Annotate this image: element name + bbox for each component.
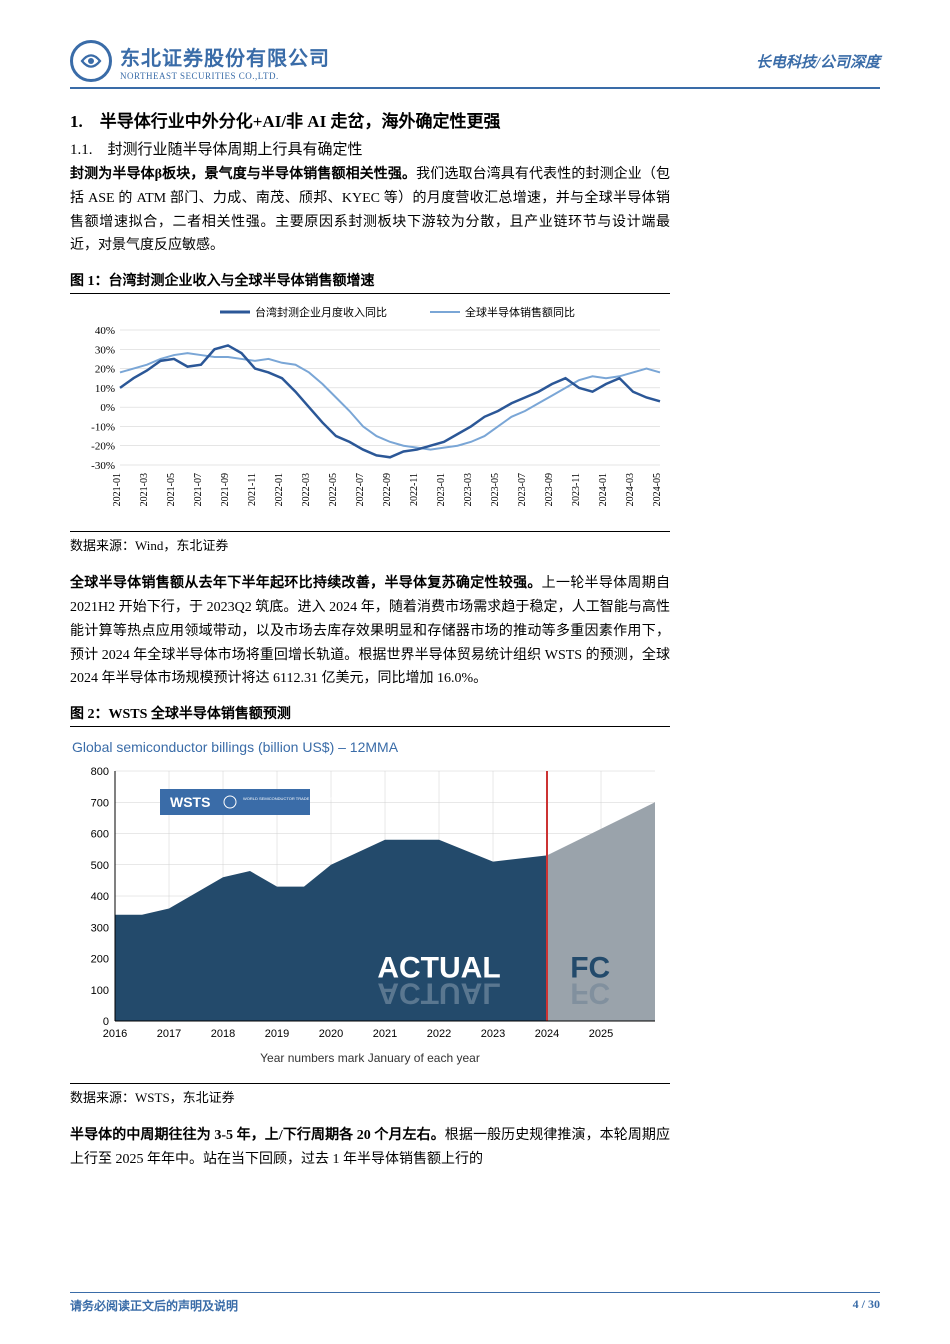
svg-text:2025: 2025 [589, 1028, 613, 1040]
subsection-title: 1.1. 封测行业随半导体周期上行具有确定性 [70, 138, 880, 159]
footer-page-number: 4 / 30 [853, 1297, 880, 1314]
svg-text:700: 700 [91, 797, 109, 809]
page-footer: 请务必阅读正文后的声明及说明 4 / 30 [70, 1292, 880, 1314]
svg-text:全球半导体销售额同比: 全球半导体销售额同比 [465, 305, 575, 319]
svg-text:2023-05: 2023-05 [490, 473, 501, 506]
svg-text:2022: 2022 [427, 1028, 451, 1040]
svg-text:2023-07: 2023-07 [517, 473, 528, 506]
para-1: 封测为半导体β板块，景气度与半导体销售额相关性强。我们选取台湾具有代表性的封测企… [70, 163, 670, 258]
svg-text:2023-09: 2023-09 [544, 473, 555, 506]
svg-text:2017: 2017 [157, 1028, 181, 1040]
svg-text:2024-01: 2024-01 [598, 473, 609, 506]
svg-text:2024-05: 2024-05 [652, 473, 663, 506]
svg-text:2022-11: 2022-11 [409, 473, 420, 506]
svg-text:800: 800 [91, 766, 109, 778]
svg-text:2022-05: 2022-05 [328, 473, 339, 506]
svg-text:-10%: -10% [91, 422, 115, 434]
header-doc-title: 长电科技/公司深度 [756, 51, 880, 72]
svg-text:ACTUAL: ACTUAL [377, 977, 500, 1010]
svg-text:2016: 2016 [103, 1028, 127, 1040]
svg-text:台湾封测企业月度收入同比: 台湾封测企业月度收入同比 [255, 305, 387, 319]
svg-text:-30%: -30% [91, 460, 115, 472]
svg-text:400: 400 [91, 891, 109, 903]
svg-text:2021-07: 2021-07 [193, 473, 204, 506]
svg-text:2021-11: 2021-11 [247, 473, 258, 506]
para-2-lead: 全球半导体销售额从去年下半年起环比持续改善，半导体复苏确定性较强。 [70, 576, 542, 591]
svg-text:2022-01: 2022-01 [274, 473, 285, 506]
svg-text:2021-01: 2021-01 [112, 473, 123, 506]
figure1-source: 数据来源：Wind，东北证券 [70, 531, 670, 554]
svg-text:2023-01: 2023-01 [436, 473, 447, 506]
section-title: 1. 半导体行业中外分化+AI/非 AI 走岔，海外确定性更强 [70, 107, 880, 132]
svg-text:WORLD SEMICONDUCTOR TRADE STAT: WORLD SEMICONDUCTOR TRADE STATISTICS [243, 796, 333, 801]
svg-text:2022-07: 2022-07 [355, 473, 366, 506]
svg-text:2021-09: 2021-09 [220, 473, 231, 506]
svg-text:200: 200 [91, 954, 109, 966]
logo-text-cn: 东北证券股份有限公司 [120, 42, 330, 71]
svg-text:20%: 20% [95, 364, 115, 376]
figure1-chart: 40% 30% 20% 10% 0% -10% -20% -30%2021-01 2021-03… [70, 300, 670, 525]
svg-text:2021-03: 2021-03 [139, 473, 150, 506]
figure2-chart: 800 700 600 500 400 300 200 100 02016 2017 2018 201… [70, 761, 670, 1051]
svg-text:2021-05: 2021-05 [166, 473, 177, 506]
figure2-block: Global semiconductor billings (billion U… [70, 733, 670, 1065]
para-3: 半导体的中周期往往为 3-5 年，上/下行周期各 20 个月左右。根据一般历史规… [70, 1124, 670, 1172]
svg-text:0%: 0% [100, 402, 115, 414]
svg-text:2023-03: 2023-03 [463, 473, 474, 506]
svg-text:-20%: -20% [91, 441, 115, 453]
svg-text:2022-03: 2022-03 [301, 473, 312, 506]
svg-text:WSTS: WSTS [170, 794, 210, 810]
page-header: 东北证券股份有限公司 NORTHEAST SECURITIES CO.,LTD.… [70, 40, 880, 89]
svg-text:2020: 2020 [319, 1028, 343, 1040]
para-2-rest: 上一轮半导体周期自 2021H2 开始下行，于 2023Q2 筑底。进入 202… [70, 576, 670, 686]
svg-text:100: 100 [91, 985, 109, 997]
svg-text:2021: 2021 [373, 1028, 397, 1040]
svg-text:600: 600 [91, 829, 109, 841]
footer-disclaimer: 请务必阅读正文后的声明及说明 [70, 1297, 238, 1314]
figure2-chart-title: Global semiconductor billings (billion U… [70, 733, 670, 761]
logo-block: 东北证券股份有限公司 NORTHEAST SECURITIES CO.,LTD. [70, 40, 330, 82]
svg-text:500: 500 [91, 860, 109, 872]
figure1-title: 图 1：台湾封测企业收入与全球半导体销售额增速 [70, 270, 670, 294]
svg-text:30%: 30% [95, 344, 115, 356]
svg-text:2022-09: 2022-09 [382, 473, 393, 506]
figure2-source: 数据来源：WSTS，东北证券 [70, 1083, 670, 1106]
para-1-lead: 封测为半导体β板块，景气度与半导体销售额相关性强。 [70, 167, 416, 182]
svg-text:40%: 40% [95, 325, 115, 337]
svg-text:2023: 2023 [481, 1028, 505, 1040]
svg-text:0: 0 [103, 1016, 109, 1028]
logo-icon [70, 40, 112, 82]
svg-text:10%: 10% [95, 383, 115, 395]
svg-text:2019: 2019 [265, 1028, 289, 1040]
figure2-subtitle: Year numbers mark January of each year [70, 1051, 670, 1065]
svg-text:300: 300 [91, 922, 109, 934]
para-2: 全球半导体销售额从去年下半年起环比持续改善，半导体复苏确定性较强。上一轮半导体周… [70, 572, 670, 691]
svg-text:2018: 2018 [211, 1028, 235, 1040]
svg-text:FC: FC [570, 977, 610, 1010]
svg-text:2024: 2024 [535, 1028, 559, 1040]
figure2-title: 图 2：WSTS 全球半导体销售额预测 [70, 703, 670, 727]
svg-text:2024-03: 2024-03 [625, 473, 636, 506]
logo-text-en: NORTHEAST SECURITIES CO.,LTD. [120, 71, 330, 81]
para-3-lead: 半导体的中周期往往为 3-5 年，上/下行周期各 20 个月左右。 [70, 1128, 445, 1143]
svg-text:2023-11: 2023-11 [571, 473, 582, 506]
